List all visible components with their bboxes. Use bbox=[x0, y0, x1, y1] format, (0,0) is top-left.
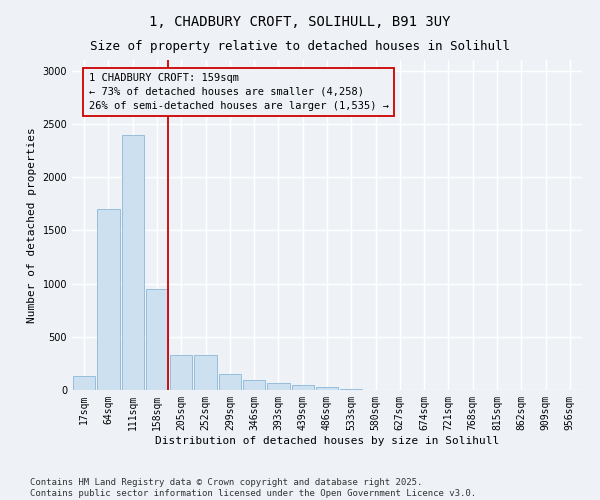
X-axis label: Distribution of detached houses by size in Solihull: Distribution of detached houses by size … bbox=[155, 436, 499, 446]
Bar bbox=[146, 289, 168, 390]
Text: 1, CHADBURY CROFT, SOLIHULL, B91 3UY: 1, CHADBURY CROFT, SOLIHULL, B91 3UY bbox=[149, 15, 451, 29]
Bar bbox=[316, 388, 338, 390]
Bar bbox=[218, 374, 241, 390]
Bar bbox=[340, 389, 362, 390]
Text: Contains HM Land Registry data © Crown copyright and database right 2025.
Contai: Contains HM Land Registry data © Crown c… bbox=[30, 478, 476, 498]
Bar bbox=[243, 380, 265, 390]
Bar bbox=[73, 376, 95, 390]
Y-axis label: Number of detached properties: Number of detached properties bbox=[27, 127, 37, 323]
Bar bbox=[122, 134, 144, 390]
Bar bbox=[97, 209, 119, 390]
Bar bbox=[170, 355, 193, 390]
Text: Size of property relative to detached houses in Solihull: Size of property relative to detached ho… bbox=[90, 40, 510, 53]
Bar bbox=[267, 382, 290, 390]
Text: 1 CHADBURY CROFT: 159sqm
← 73% of detached houses are smaller (4,258)
26% of sem: 1 CHADBURY CROFT: 159sqm ← 73% of detach… bbox=[89, 73, 389, 111]
Bar bbox=[194, 356, 217, 390]
Bar bbox=[292, 385, 314, 390]
